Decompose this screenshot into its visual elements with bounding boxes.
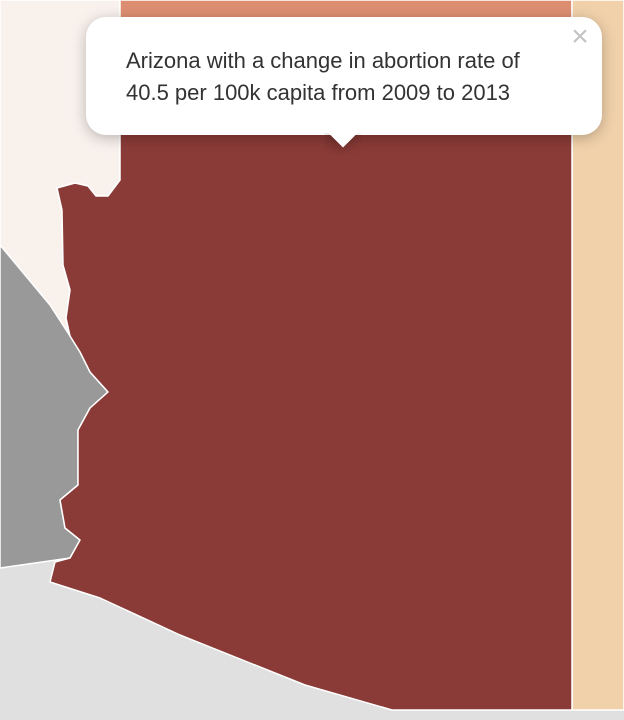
close-icon[interactable]: × — [571, 20, 589, 53]
popup-text: Arizona with a change in abortion rate o… — [126, 48, 520, 105]
state-arizona[interactable] — [49, 91, 573, 711]
popup-tip — [324, 133, 362, 155]
info-popup: Arizona with a change in abortion rate o… — [86, 17, 602, 135]
